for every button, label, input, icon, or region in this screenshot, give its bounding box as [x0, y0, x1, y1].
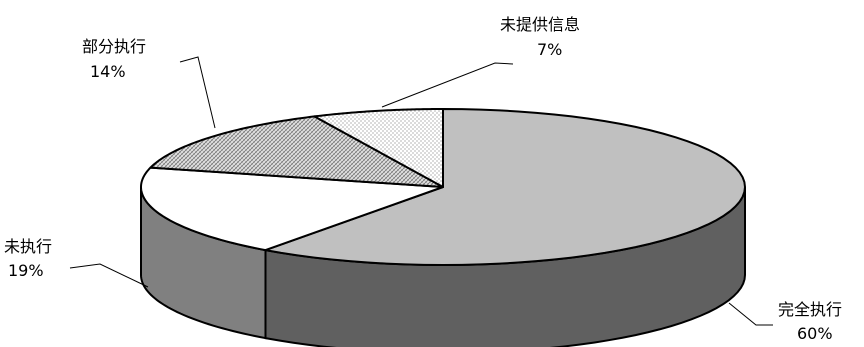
pie-tops	[140, 108, 746, 266]
leader-line-1	[69, 263, 149, 288]
slice-label-name-3: 未提供信息	[500, 15, 580, 34]
slice-label-name-0: 完全执行	[778, 300, 842, 319]
slice-label-pct-2: 14%	[90, 62, 126, 81]
slice-label-pct-1: 19%	[8, 261, 44, 280]
slice-labels: 完全执行 60% 未执行 19% 部分执行 14% 未提供信息 7%	[4, 15, 842, 343]
slice-label-name-1: 未执行	[4, 237, 52, 256]
leader-line-3	[381, 62, 514, 108]
leader-line-2	[179, 56, 216, 129]
leader-lines	[69, 56, 773, 326]
slice-label-name-2: 部分执行	[82, 37, 146, 56]
slice-label-pct-0: 60%	[797, 324, 833, 343]
leader-line-0	[728, 302, 773, 326]
slice-label-pct-3: 7%	[537, 40, 562, 59]
pie-slice-1	[140, 166, 444, 252]
pie-slice-3	[313, 108, 444, 188]
pie-slice-0	[264, 108, 746, 266]
pie-slice-2	[149, 115, 444, 188]
